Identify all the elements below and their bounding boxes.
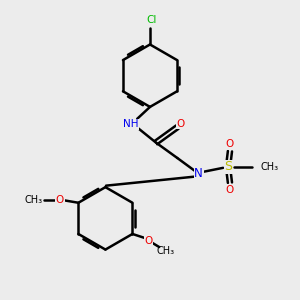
- Text: CH₃: CH₃: [156, 246, 174, 256]
- Text: N: N: [194, 167, 203, 180]
- Text: S: S: [224, 160, 232, 173]
- Text: O: O: [177, 118, 185, 128]
- Text: O: O: [226, 140, 234, 149]
- Text: CH₃: CH₃: [25, 195, 43, 206]
- Text: O: O: [145, 236, 153, 245]
- Text: O: O: [226, 184, 234, 194]
- Text: Cl: Cl: [146, 15, 157, 25]
- Text: O: O: [56, 195, 64, 206]
- Text: NH: NH: [123, 119, 138, 129]
- Text: CH₃: CH₃: [260, 162, 278, 172]
